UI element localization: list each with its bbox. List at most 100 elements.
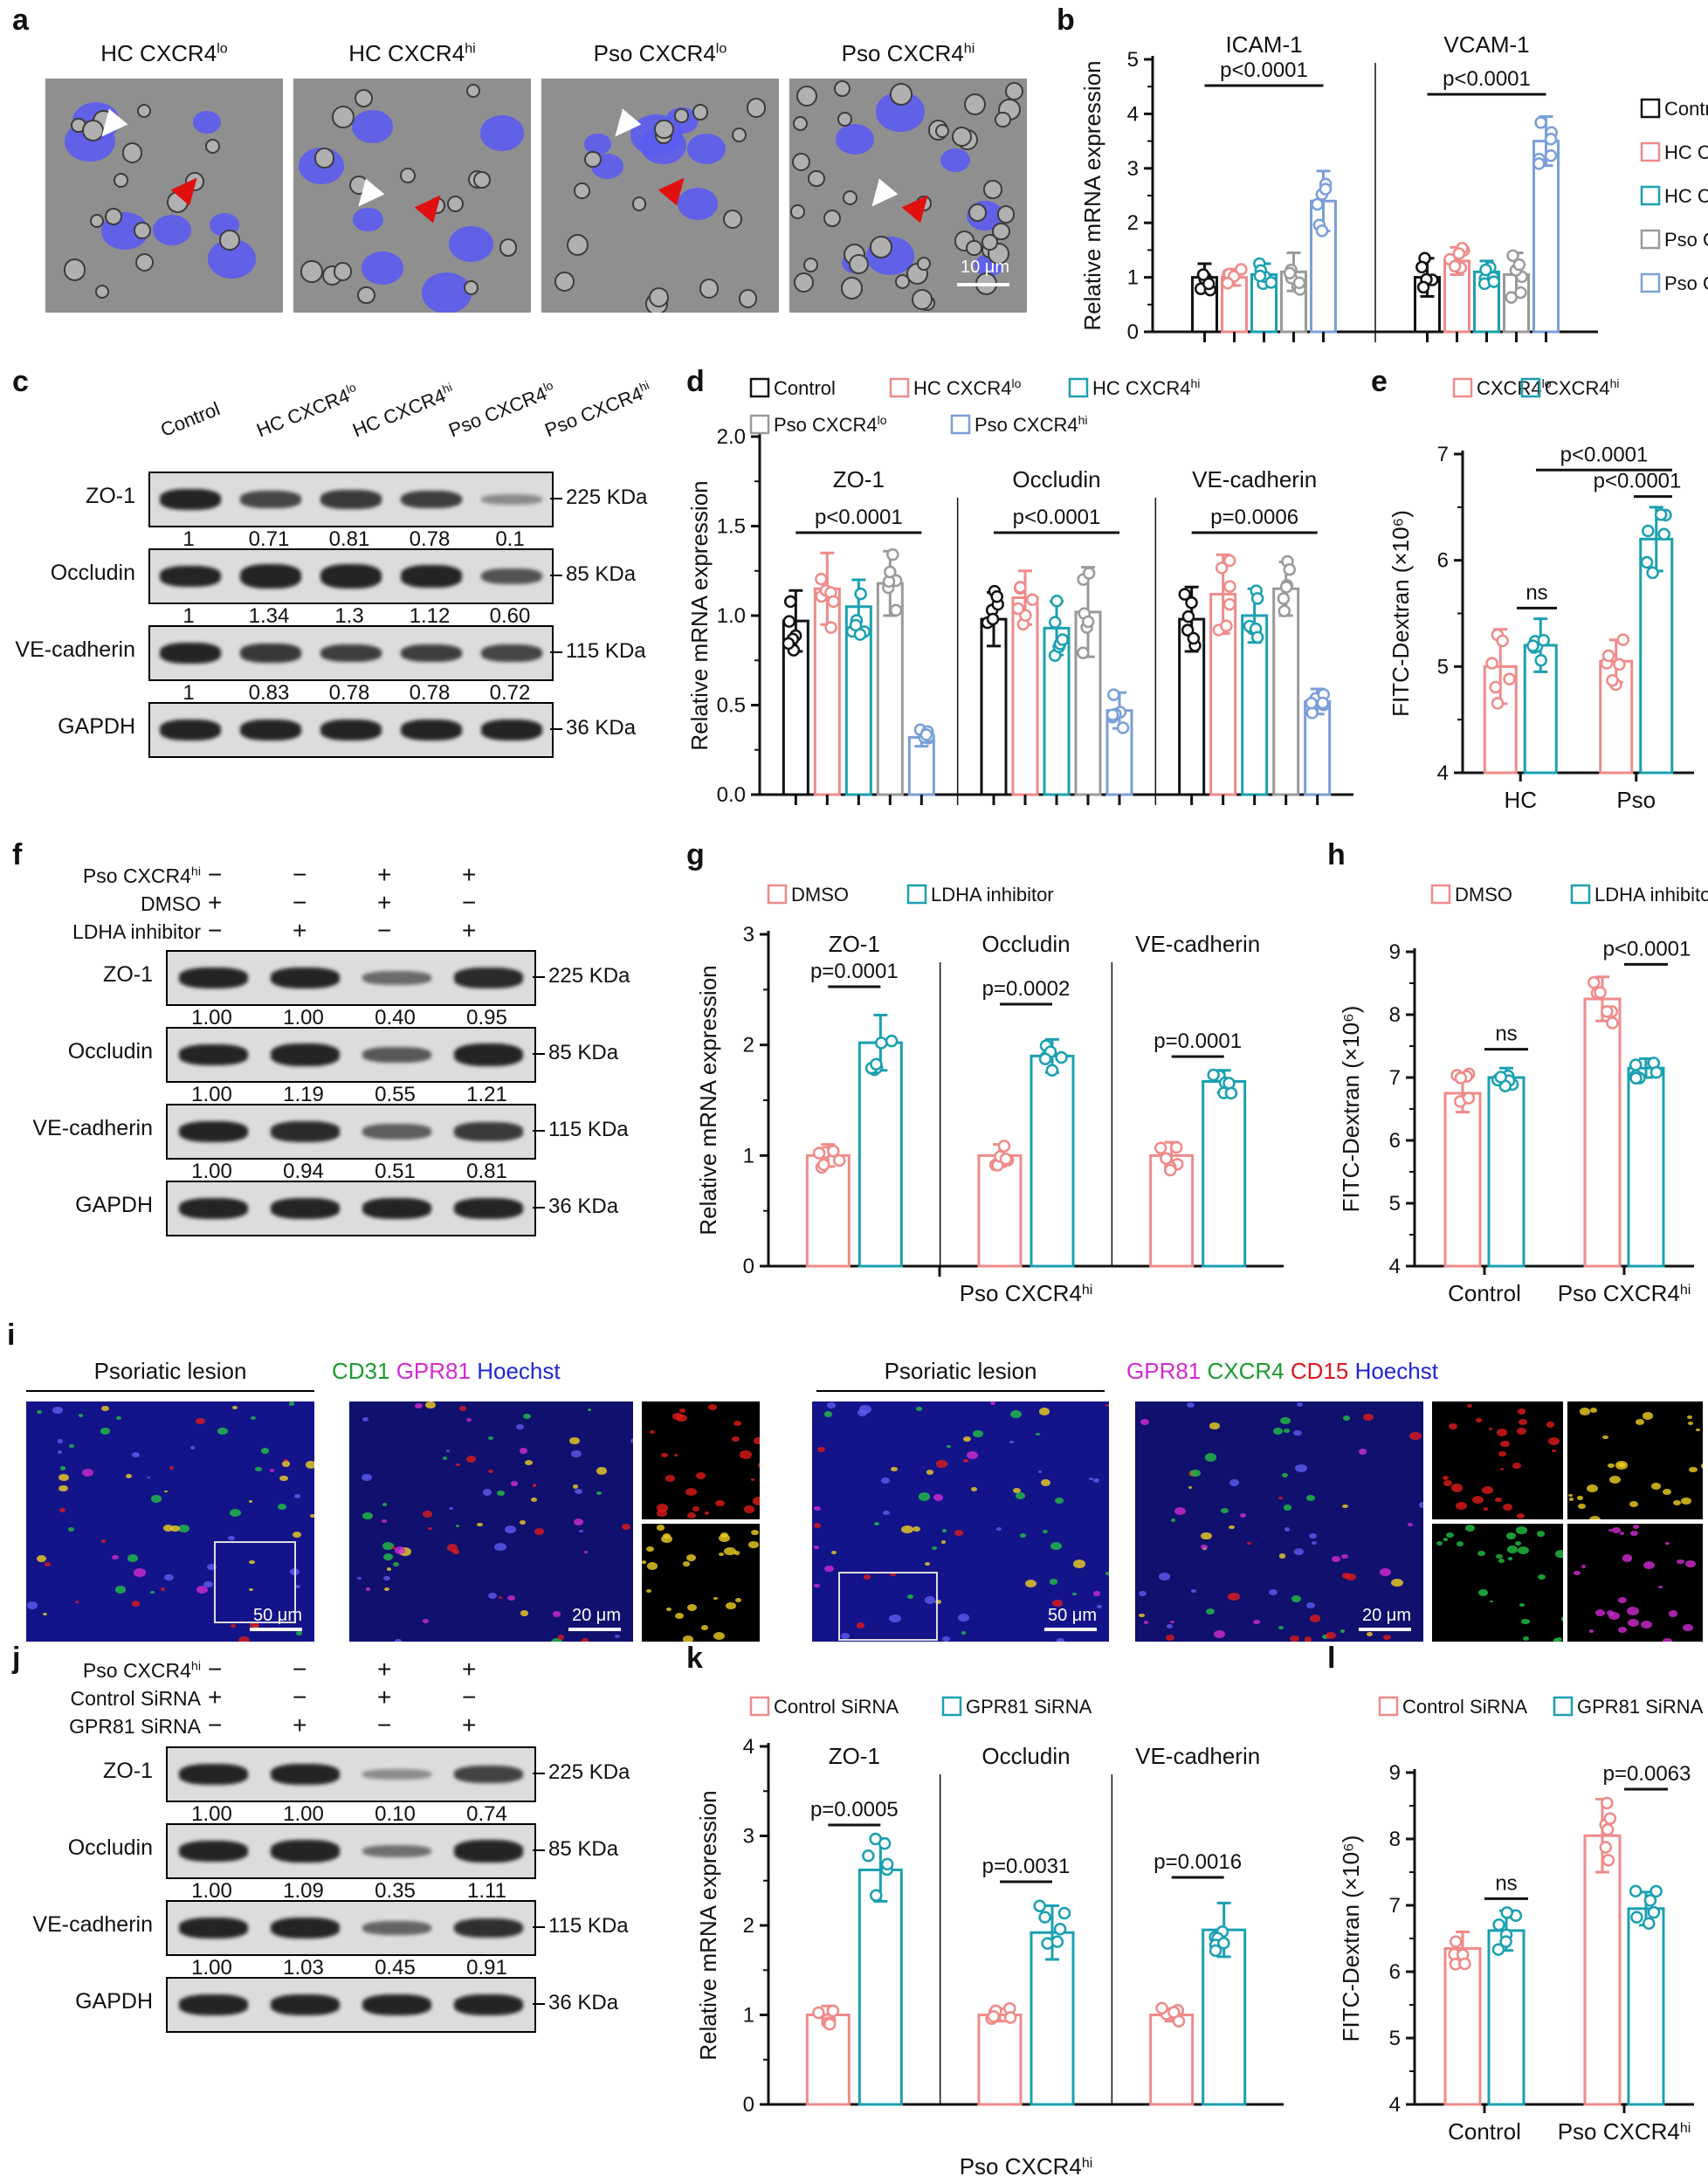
signal-spot <box>958 1614 969 1622</box>
bar <box>1202 1079 1247 1268</box>
condition-label: Pso CXCR4hi <box>82 864 201 887</box>
signal-spot <box>458 1406 467 1412</box>
signal-spot <box>941 1540 946 1544</box>
signal-spot <box>972 1429 983 1438</box>
signal-spot <box>579 1530 583 1533</box>
data-point <box>1657 527 1670 541</box>
y-tick-label: 1 <box>743 1144 754 1167</box>
data-point <box>812 2006 825 2020</box>
bar <box>1272 587 1300 796</box>
signal-spot <box>1578 1504 1586 1510</box>
blot-band <box>270 1994 341 2015</box>
blot-strip <box>166 1977 536 2033</box>
data-point <box>1485 657 1498 670</box>
signal-spot <box>1024 1580 1037 1588</box>
group-title: VE-cadherin <box>1135 1743 1260 1769</box>
signal-spot <box>238 1636 251 1642</box>
signal-spot <box>596 1467 607 1475</box>
x-axis-title: Pso CXCR4hi <box>960 1280 1093 1306</box>
signal-spot <box>442 1456 448 1460</box>
blot-band <box>362 1769 432 1780</box>
band-ratio: 1.11 <box>467 1879 506 1903</box>
condition-label: LDHA inhibitor <box>72 920 201 943</box>
signal-spot <box>1139 1613 1145 1618</box>
signal-spot <box>399 1547 411 1556</box>
data-point <box>1587 975 1601 989</box>
signal-spot <box>1295 1463 1308 1473</box>
condition-sign: + <box>462 861 477 888</box>
lane-label: Pso CXCR4lo <box>445 378 555 442</box>
band-ratio: 1.00 <box>283 1006 324 1030</box>
data-point <box>1045 1064 1059 1078</box>
immune-cell <box>792 115 808 131</box>
condition-sign: + <box>377 861 392 888</box>
signal-spot <box>1496 1428 1508 1436</box>
signal-spot <box>382 1502 388 1506</box>
condition-sign: + <box>293 917 307 944</box>
signal-spot <box>1496 1553 1503 1560</box>
signal-spot <box>1673 1500 1682 1506</box>
scale-bar-label: 20 μm <box>1362 1606 1411 1625</box>
stain-name: CD31 <box>332 1358 396 1384</box>
red-arrow-icon <box>414 187 451 224</box>
legend-swatch <box>1640 141 1661 162</box>
blot-band <box>270 1121 341 1142</box>
signal-spot <box>1483 1506 1489 1511</box>
data-point <box>1105 708 1119 721</box>
band-ratio: 0.94 <box>283 1160 324 1183</box>
signal-spot <box>1477 1550 1485 1556</box>
band-ratio: 1.3 <box>334 604 364 628</box>
signal-spot <box>519 1520 526 1525</box>
data-point <box>812 1147 826 1160</box>
data-point <box>885 1034 899 1048</box>
legend-label: DMSO <box>1455 884 1512 906</box>
signal-spot <box>1643 1560 1656 1569</box>
legend-label: DMSO <box>791 884 849 906</box>
condition-sign: + <box>462 1656 477 1683</box>
group-title: Occludin <box>981 931 1070 957</box>
signal-spot <box>161 1587 166 1591</box>
molecular-weight: 115 KDa <box>548 1914 629 1938</box>
signal-spot <box>919 1492 931 1501</box>
immune-cell <box>912 288 933 310</box>
nucleus <box>362 251 403 286</box>
y-axis-title: FITC-Dextran (×10⁶) <box>1338 1835 1364 2042</box>
legend-swatch <box>1640 98 1661 119</box>
blot-band <box>320 720 382 740</box>
data-point <box>1077 646 1090 659</box>
blot-band <box>160 489 221 510</box>
signal-spot <box>817 1447 825 1452</box>
signal-spot <box>357 1576 362 1580</box>
signal-spot <box>1035 1432 1041 1436</box>
signal-spot <box>672 1412 684 1421</box>
data-point <box>1415 260 1429 274</box>
legend-label: Pso CXCR4hi <box>975 413 1088 436</box>
blot-band <box>453 968 524 988</box>
legend-swatch <box>889 377 910 398</box>
signal-spot <box>1282 1472 1289 1477</box>
blot-strip <box>148 625 554 681</box>
panel-label-b: b <box>1057 3 1075 37</box>
signal-spot <box>382 1518 388 1523</box>
blot-row-label: Occludin <box>67 1039 153 1064</box>
data-point <box>986 612 1000 626</box>
immune-cell <box>837 112 853 127</box>
blot-band <box>320 490 382 509</box>
scale-bar <box>568 1628 621 1631</box>
signal-spot <box>1629 1531 1638 1537</box>
data-point <box>999 1153 1013 1166</box>
bar <box>977 1153 1023 1268</box>
blot-row-label: VE-cadherin <box>32 1912 153 1937</box>
immune-cell <box>964 93 987 116</box>
legend-swatch <box>1570 884 1591 905</box>
signal-spot <box>715 1500 725 1507</box>
annotation: p=0.0063 <box>1603 1762 1691 1786</box>
signal-spot <box>1306 1494 1316 1501</box>
signal-spot <box>891 1466 899 1472</box>
p-value: p<0.0001 <box>815 506 903 529</box>
scale-bar-label: 10 μm <box>961 258 1009 277</box>
data-point <box>1038 1052 1052 1065</box>
immune-cell <box>447 196 465 212</box>
signal-spot <box>935 1600 942 1605</box>
micrograph-panel: Pso CXCR4lo <box>541 40 779 313</box>
